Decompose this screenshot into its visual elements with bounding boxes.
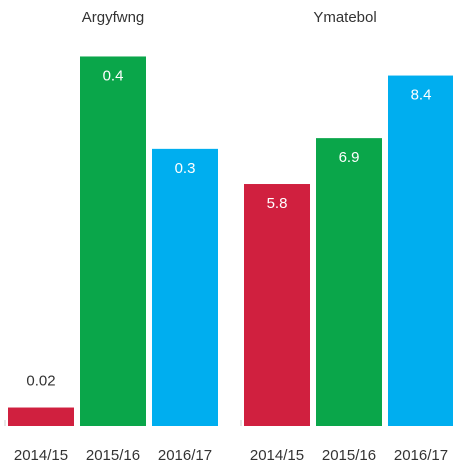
panel-title: Ymatebol xyxy=(313,9,376,26)
bar-2015-16 xyxy=(80,56,146,426)
category-label: 2015/16 xyxy=(322,447,376,464)
bar-2015-16 xyxy=(316,138,382,426)
category-label: 2016/17 xyxy=(158,447,212,464)
category-label: 2015/16 xyxy=(86,447,140,464)
bar-value-label: 6.9 xyxy=(339,149,360,166)
bar-value-label: 8.4 xyxy=(411,87,432,104)
category-label: 2016/17 xyxy=(394,447,448,464)
bar-2016-17 xyxy=(152,148,218,426)
bar-value-label: 0.4 xyxy=(103,67,124,84)
category-label: 2014/15 xyxy=(14,447,68,464)
bar-2016-17 xyxy=(388,75,453,426)
bar-value-label: 0.02 xyxy=(26,373,55,390)
panel-argyfwng: Argyfwng 0.02 2014/15 0.4 2015/16 0.3 2016/17 xyxy=(4,9,218,464)
panel-title: Argyfwng xyxy=(82,9,145,26)
bar-2014-15 xyxy=(8,407,74,426)
bar-2014-15 xyxy=(244,184,310,426)
bar-value-label: 0.3 xyxy=(175,160,196,177)
category-label: 2014/15 xyxy=(250,447,304,464)
bar-value-label: 5.8 xyxy=(267,195,288,212)
panel-ymatebol: Ymatebol 5.8 2014/15 6.9 2015/16 8.4 2016/17 xyxy=(240,9,453,464)
